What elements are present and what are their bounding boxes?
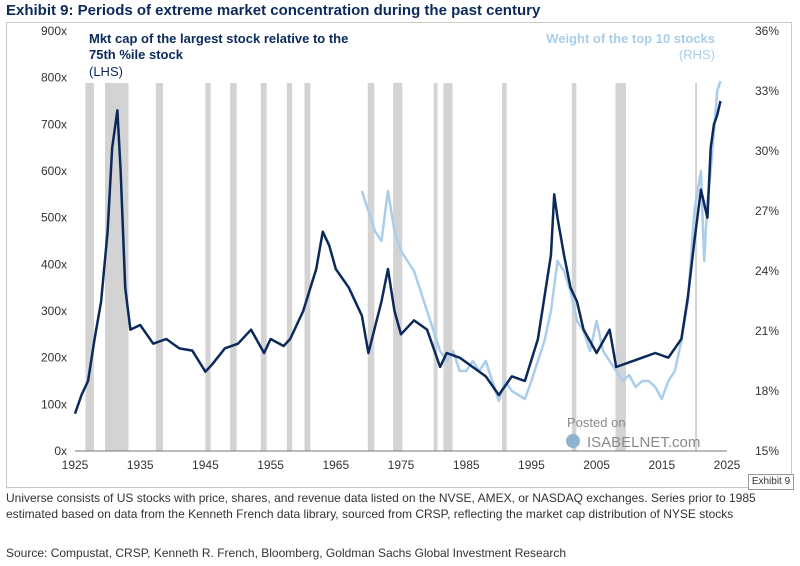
left-axis-tick-label: 100x xyxy=(41,397,67,411)
recession-band xyxy=(205,83,211,451)
recession-band xyxy=(286,83,293,451)
rhs-axis-label: (RHS) xyxy=(679,47,715,62)
watermark: Posted on ISABELNET.com xyxy=(566,415,700,451)
x-axis-tick-label: 1995 xyxy=(518,458,545,472)
x-axis-tick-label: 1955 xyxy=(257,458,284,472)
left-axis-ticks: 0x 100x 200x 300x 400x 500x 600x 700x 800x 900x xyxy=(41,24,67,458)
x-axis-tick-label: 1925 xyxy=(62,458,89,472)
left-axis-tick-label: 900x xyxy=(41,24,67,38)
right-axis-tick-label: 30% xyxy=(755,144,779,158)
rhs-legend-line1: Weight of the top 10 stocks xyxy=(546,31,715,46)
rhs-series-line xyxy=(360,80,722,403)
right-axis-tick-label: 15% xyxy=(755,444,779,458)
recession-bands xyxy=(85,83,698,451)
recession-band xyxy=(260,83,267,451)
lhs-axis-label: (LHS) xyxy=(89,64,123,79)
chart-panel: 0x 100x 200x 300x 400x 500x 600x 700x 800x 900x 1… xyxy=(6,22,792,488)
x-axis-tick-label: 2005 xyxy=(583,458,610,472)
left-axis-tick-label: 200x xyxy=(41,351,67,365)
left-axis-tick-label: 800x xyxy=(41,71,67,85)
recession-band xyxy=(85,83,94,451)
left-axis-tick-label: 300x xyxy=(41,304,67,318)
recession-band xyxy=(443,83,453,451)
watermark-site: ISABELNET.com xyxy=(587,434,700,451)
recession-band xyxy=(502,83,507,451)
watermark-globe-icon xyxy=(566,434,580,448)
x-axis-ticks: 1925 1935 1945 1955 1965 1975 1985 1995 2005 2015… xyxy=(62,458,741,472)
recession-band xyxy=(393,83,403,451)
x-axis-tick-label: 1935 xyxy=(127,458,154,472)
x-axis-tick-label: 1975 xyxy=(388,458,415,472)
x-axis-tick-label: 1965 xyxy=(322,458,349,472)
x-axis-tick-label: 1985 xyxy=(453,458,480,472)
right-axis-tick-label: 36% xyxy=(755,24,779,38)
x-axis-tick-label: 2015 xyxy=(648,458,675,472)
chart-title: Exhibit 9: Periods of extreme market con… xyxy=(6,2,541,19)
recession-band xyxy=(695,83,698,451)
left-axis-tick-label: 600x xyxy=(41,164,67,178)
right-axis-tick-label: 21% xyxy=(755,324,779,338)
right-axis-tick-label: 27% xyxy=(755,204,779,218)
left-axis-tick-label: 700x xyxy=(41,117,67,131)
lhs-legend-line1: Mkt cap of the largest stock relative to… xyxy=(89,31,348,46)
recession-band xyxy=(367,83,375,451)
right-axis-tick-label: 18% xyxy=(755,384,779,398)
right-axis-tick-label: 24% xyxy=(755,264,779,278)
watermark-posted: Posted on xyxy=(567,415,626,430)
x-axis-tick-label: 2025 xyxy=(714,458,741,472)
chart-svg: 0x 100x 200x 300x 400x 500x 600x 700x 800x 900x 1… xyxy=(41,24,779,472)
right-axis-ticks: 15% 18% 21% 24% 27% 30% 33% 36% xyxy=(755,24,779,458)
recession-band xyxy=(615,83,626,451)
recession-band xyxy=(230,83,237,451)
recession-band xyxy=(571,83,577,451)
right-axis-tick-label: 33% xyxy=(755,84,779,98)
lhs-legend-line2: 75th %ile stock xyxy=(89,47,184,62)
left-axis-tick-label: 0x xyxy=(54,444,67,458)
footnote: Universe consists of US stocks with pric… xyxy=(6,491,756,521)
left-axis-tick-label: 400x xyxy=(41,257,67,271)
left-axis-tick-label: 500x xyxy=(41,211,67,225)
recession-band xyxy=(155,83,164,451)
recession-band xyxy=(304,83,311,451)
recession-band xyxy=(433,83,438,451)
lhs-series-line xyxy=(73,100,722,415)
source-note: Source: Compustat, CRSP, Kenneth R. Fren… xyxy=(6,546,567,560)
exhibit-tag: Exhibit 9 xyxy=(748,474,794,490)
x-axis-tick-label: 1945 xyxy=(192,458,219,472)
